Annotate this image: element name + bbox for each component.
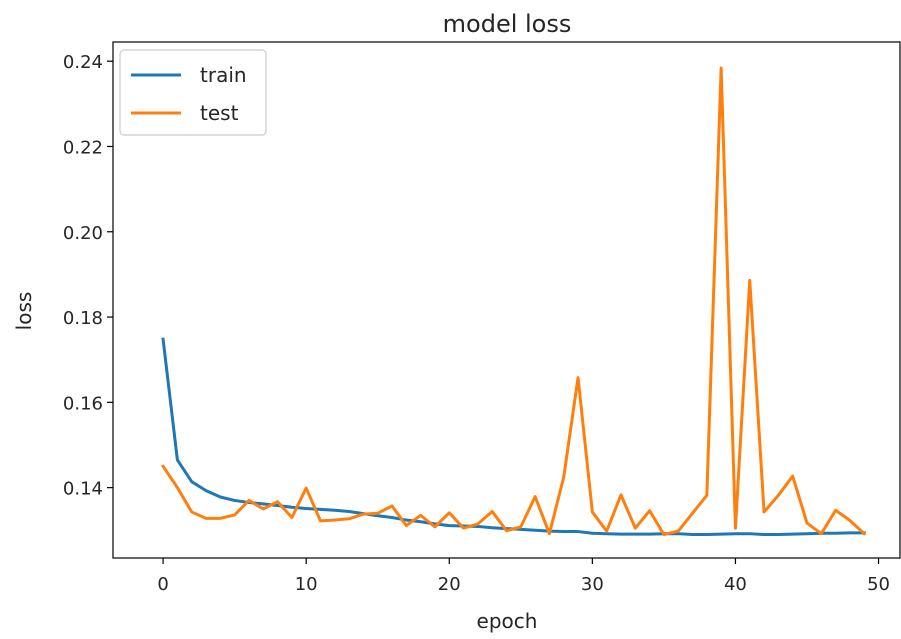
y-tick-label: 0.20 (63, 223, 103, 244)
legend-label-test: test (200, 101, 239, 125)
series-layer (160, 66, 867, 537)
x-axis-label: epoch (477, 609, 538, 633)
y-tick-label: 0.14 (63, 479, 103, 500)
x-tick-label: 10 (295, 574, 318, 595)
x-tick-label: 30 (581, 574, 604, 595)
plot-frame (112, 41, 901, 559)
y-tick-label: 0.22 (63, 137, 103, 158)
y-tick-label: 0.18 (63, 308, 103, 329)
y-tick-label: 0.24 (63, 52, 103, 73)
x-tick-label: 20 (438, 574, 461, 595)
series-line-test (160, 66, 867, 537)
x-tick-label: 50 (867, 574, 890, 595)
y-tick-label: 0.16 (63, 393, 103, 414)
legend-label-train: train (200, 63, 247, 87)
y-axis-label: loss (12, 292, 36, 331)
legend: train test (119, 49, 267, 136)
x-tick-label: 40 (724, 574, 747, 595)
x-tick-label: 0 (157, 574, 168, 595)
plot-area: 0 10 20 30 40 50 0.14 0.16 0.18 0.20 0.22 0.24 (63, 41, 901, 595)
chart-title: model loss (443, 10, 572, 38)
